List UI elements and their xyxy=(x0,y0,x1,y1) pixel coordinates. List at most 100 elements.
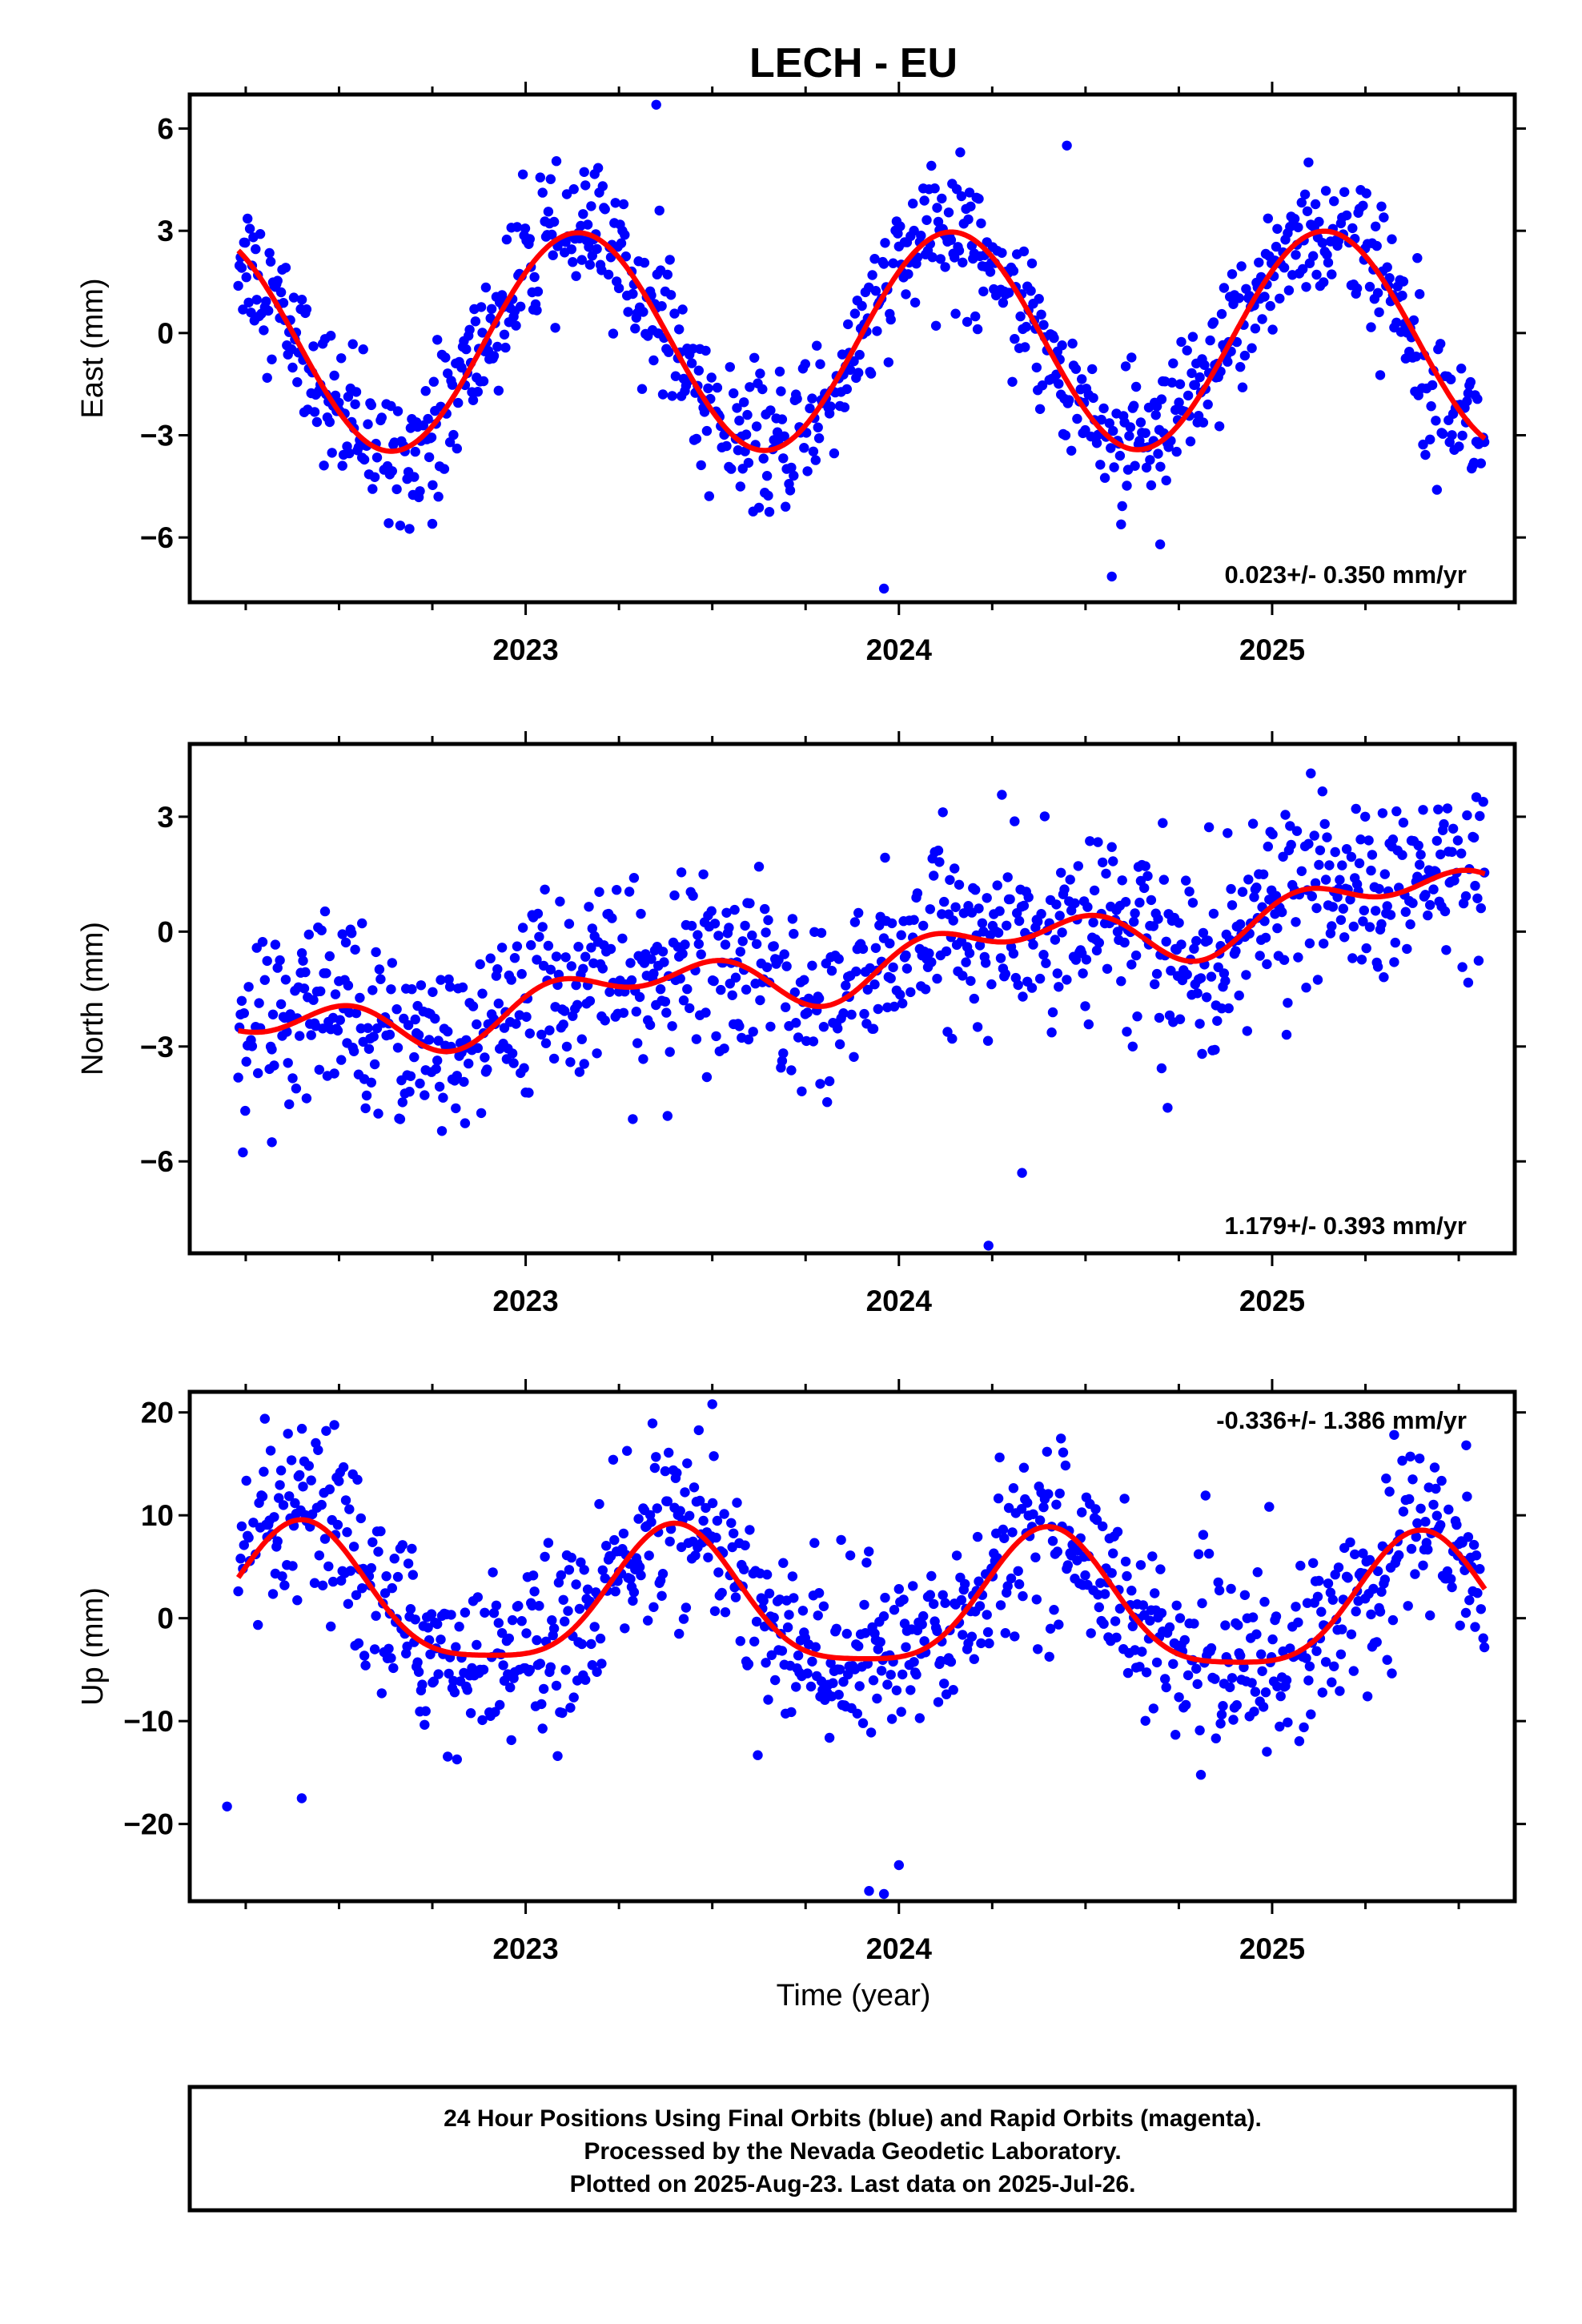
data-point xyxy=(1135,1560,1146,1570)
data-point xyxy=(706,906,717,916)
data-point xyxy=(998,1524,1009,1535)
data-point xyxy=(978,286,989,297)
data-point xyxy=(734,416,745,426)
data-point xyxy=(415,1078,425,1089)
data-point xyxy=(659,957,669,967)
data-point xyxy=(407,1543,417,1554)
data-point xyxy=(1258,1702,1269,1712)
data-point xyxy=(1060,1460,1071,1471)
data-point xyxy=(919,1636,930,1647)
data-point xyxy=(265,256,276,267)
data-point xyxy=(1267,1634,1278,1645)
data-point xyxy=(1322,832,1332,842)
data-point xyxy=(732,1498,742,1508)
data-point xyxy=(1335,1649,1347,1659)
data-point xyxy=(238,304,248,315)
data-point xyxy=(1389,957,1399,967)
data-point xyxy=(1337,1624,1347,1634)
data-point xyxy=(451,1642,461,1652)
data-point xyxy=(1283,998,1293,1008)
data-point xyxy=(905,1685,916,1695)
data-point xyxy=(1442,803,1453,814)
data-point xyxy=(264,247,275,259)
data-point xyxy=(1108,1548,1118,1558)
data-point xyxy=(1138,1600,1149,1610)
data-point xyxy=(594,887,604,898)
data-point xyxy=(1206,971,1217,982)
data-point xyxy=(1329,1661,1339,1671)
data-point xyxy=(420,386,431,396)
data-point xyxy=(1147,1551,1158,1562)
data-point xyxy=(1363,835,1374,846)
data-point xyxy=(560,1006,570,1016)
data-point xyxy=(787,1571,798,1582)
data-point xyxy=(698,869,709,880)
data-point xyxy=(323,1561,334,1572)
data-point xyxy=(321,1425,331,1437)
data-point xyxy=(1119,937,1130,948)
data-point xyxy=(592,1048,602,1059)
data-point xyxy=(375,1526,386,1537)
data-point xyxy=(997,247,1007,258)
data-point xyxy=(395,1114,406,1124)
data-point xyxy=(1171,446,1182,457)
data-point xyxy=(315,986,326,997)
data-point xyxy=(246,308,256,318)
data-point xyxy=(332,1025,343,1036)
data-point xyxy=(1425,434,1435,444)
y-tick-label: 3 xyxy=(157,801,174,834)
data-point xyxy=(1134,1662,1145,1672)
data-point xyxy=(643,1615,653,1626)
data-point xyxy=(319,1534,331,1544)
data-point xyxy=(1062,1560,1074,1570)
data-point xyxy=(545,174,556,184)
data-point xyxy=(1283,1717,1293,1727)
data-point xyxy=(1271,241,1282,252)
data-point xyxy=(236,995,247,1007)
data-point xyxy=(1366,322,1376,332)
data-point xyxy=(1408,315,1419,326)
data-point xyxy=(939,1679,950,1689)
data-point xyxy=(345,1566,355,1576)
data-point xyxy=(1216,1709,1227,1720)
data-point xyxy=(594,1498,604,1510)
data-point xyxy=(475,959,485,970)
data-point xyxy=(872,1693,882,1704)
data-point xyxy=(625,958,636,968)
data-point xyxy=(946,235,957,245)
data-point xyxy=(571,271,581,281)
data-point xyxy=(350,944,360,955)
data-point xyxy=(1174,1692,1184,1703)
data-point xyxy=(1046,1027,1057,1038)
data-point xyxy=(926,1570,937,1582)
data-point xyxy=(983,1240,994,1251)
data-point xyxy=(889,1001,900,1012)
data-point xyxy=(403,1019,414,1031)
data-point xyxy=(618,199,629,210)
data-point xyxy=(724,923,734,933)
data-point xyxy=(363,1023,373,1033)
data-point xyxy=(1260,932,1271,943)
data-point xyxy=(1010,816,1020,826)
data-point xyxy=(1162,1103,1173,1113)
data-point xyxy=(397,1540,408,1550)
data-point xyxy=(1372,1566,1383,1577)
data-point xyxy=(1129,916,1139,927)
data-point xyxy=(409,472,420,482)
data-point xyxy=(476,302,487,312)
data-point xyxy=(1283,285,1295,296)
data-point xyxy=(1058,1447,1069,1458)
data-point xyxy=(809,1538,820,1548)
data-point xyxy=(841,980,851,991)
data-point xyxy=(701,1072,713,1083)
data-point xyxy=(280,263,291,273)
data-point xyxy=(1000,1628,1011,1638)
data-point xyxy=(1126,352,1137,363)
data-point xyxy=(1346,851,1357,862)
data-point xyxy=(824,1732,835,1743)
data-point xyxy=(1091,438,1102,448)
data-point xyxy=(235,1554,246,1564)
data-point xyxy=(1371,221,1381,231)
data-point xyxy=(603,269,614,280)
data-point xyxy=(1472,893,1483,904)
